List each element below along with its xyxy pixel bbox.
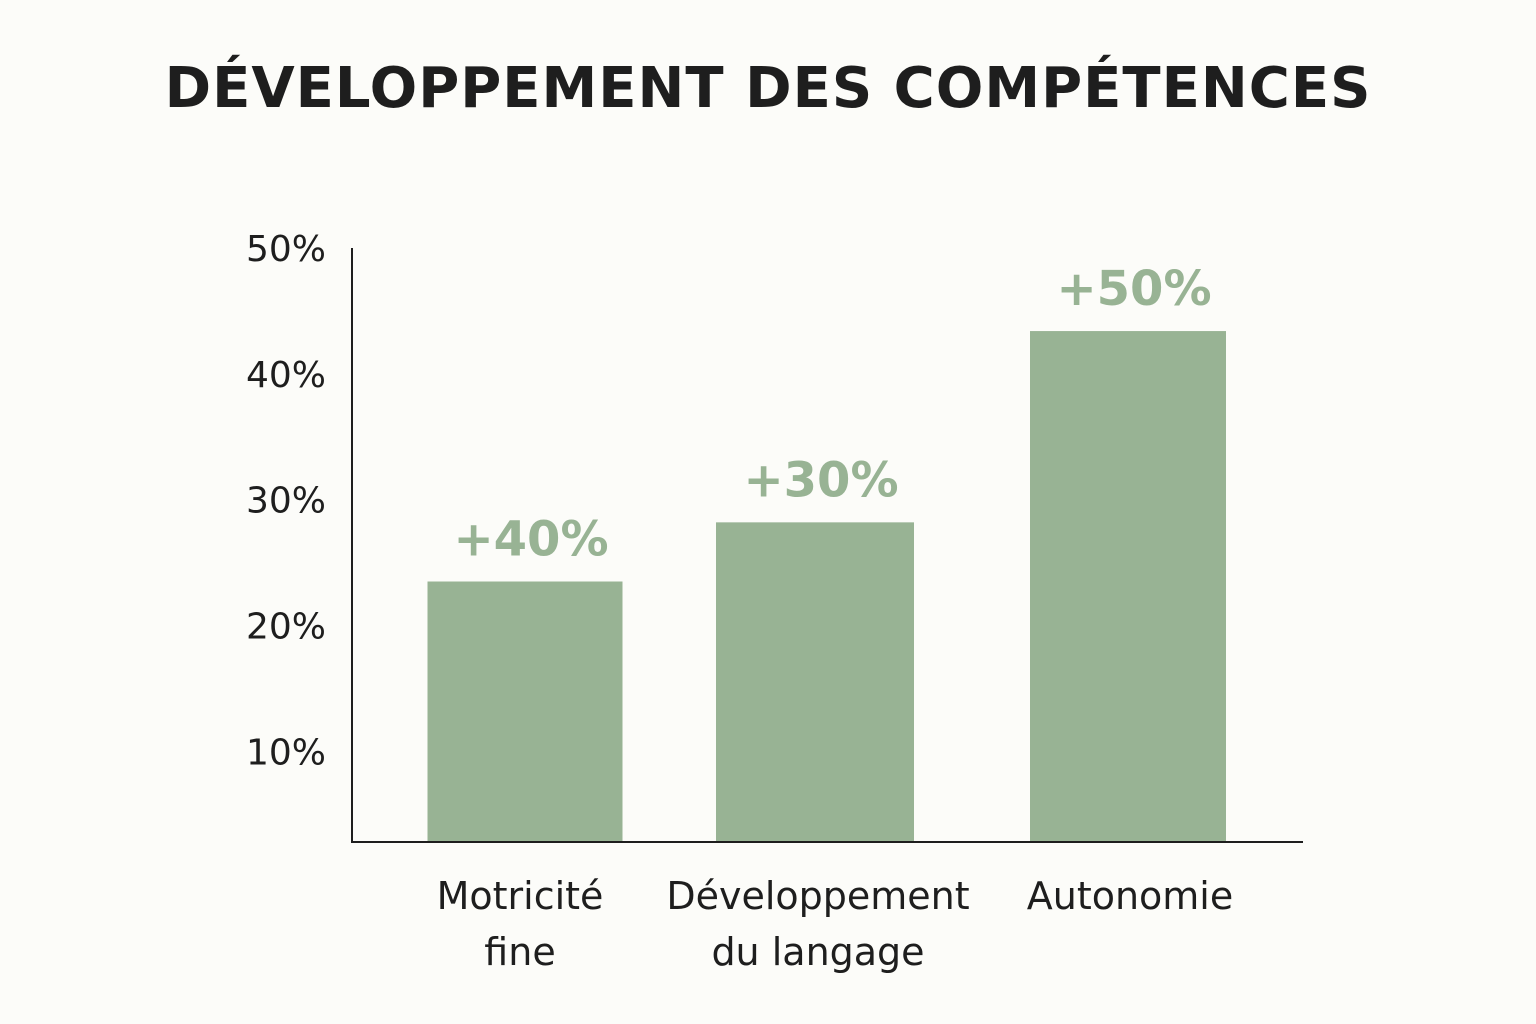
bar: [1030, 331, 1226, 842]
y-tick-label: 30%: [246, 481, 326, 522]
axes: [351, 248, 1303, 843]
bars: [427, 331, 1226, 842]
y-tick-label: 50%: [246, 229, 326, 270]
category-labels: Motricité fine Développement du langage Auto…: [437, 874, 1234, 974]
chart-title: DÉVELOPPEMENT DES COMPÉTENCES: [164, 56, 1372, 121]
category-label: fine: [484, 930, 555, 974]
category-label: Motricité: [437, 874, 604, 918]
category-label: du langage: [711, 930, 924, 974]
category-label: Autonomie: [1027, 874, 1234, 918]
y-axis-ticks: 10% 20% 30% 40% 50%: [246, 229, 326, 773]
bar: [427, 581, 623, 842]
bar: [716, 522, 914, 842]
y-tick-label: 20%: [246, 607, 326, 648]
bar-value-labels: +40% +30% +50%: [453, 261, 1211, 567]
bar-value-label: +50%: [1056, 261, 1211, 317]
category-label: Développement: [666, 874, 969, 918]
y-tick-label: 40%: [246, 355, 326, 396]
y-tick-label: 10%: [246, 732, 326, 773]
bar-value-label: +40%: [453, 511, 608, 567]
bar-value-label: +30%: [743, 452, 898, 508]
